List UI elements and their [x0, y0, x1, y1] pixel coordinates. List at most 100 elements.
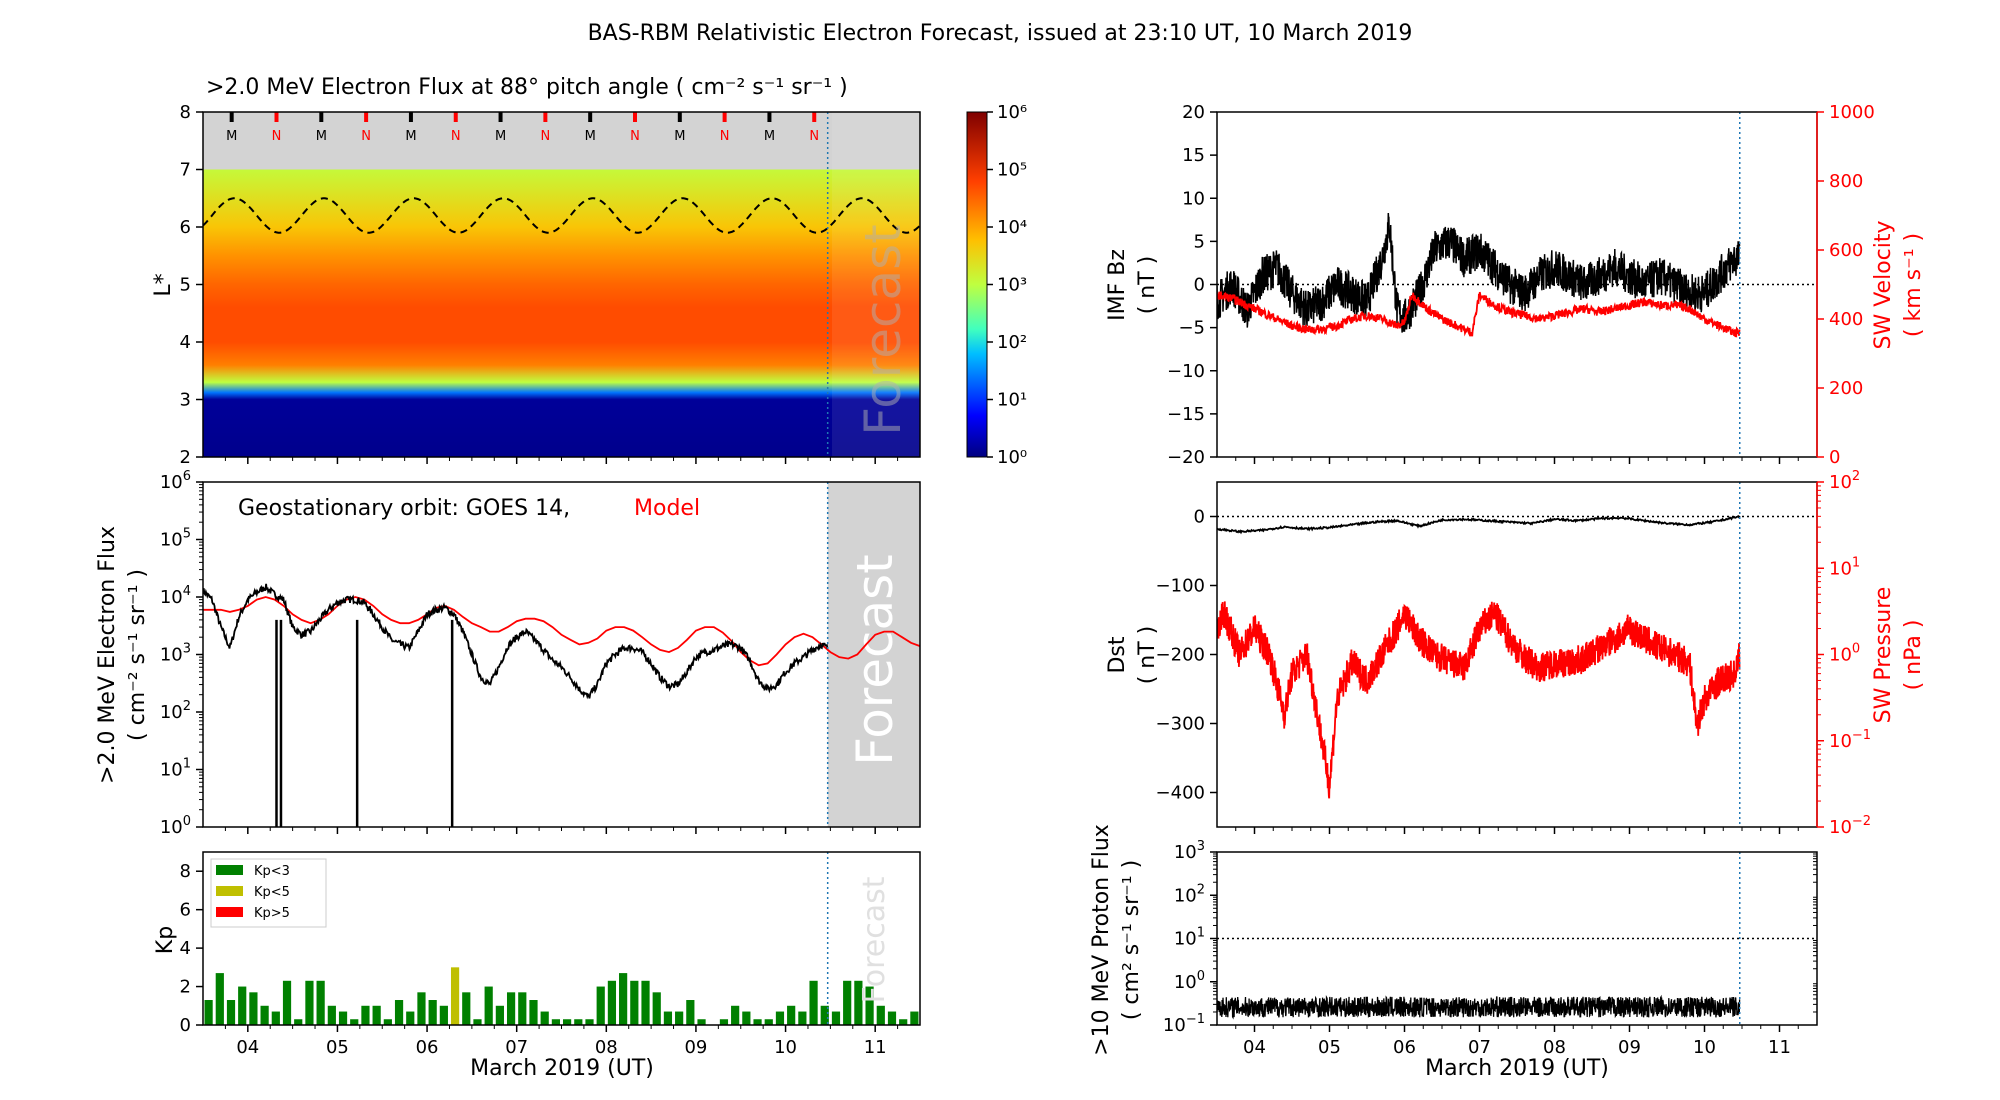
- y-tick-label: 6: [180, 217, 191, 238]
- imf-y2-axis: 0 200 400 600 800 1000: [1817, 102, 1875, 468]
- figure-title: BAS-RBM Relativistic Electron Forecast, …: [588, 21, 1413, 46]
- x-tick-label-11: 11: [1768, 1037, 1791, 1058]
- orbit-label-N: N: [809, 129, 819, 144]
- proton-ylabel-units: ( cm² s⁻¹ sr⁻¹ ): [1119, 860, 1144, 1020]
- y-tick-label: 2: [180, 447, 191, 468]
- orbit-label-N: N: [272, 129, 282, 144]
- kp-bar: [652, 992, 661, 1025]
- imf-x-axis: [1235, 457, 1799, 464]
- y-tick-label: 5: [1194, 231, 1205, 252]
- kp-bar: [585, 1019, 594, 1025]
- kp-bar: [820, 1005, 829, 1025]
- kp-bar: [439, 1005, 448, 1025]
- geo-x-axis: [224, 827, 899, 834]
- kp-bar: [462, 992, 471, 1025]
- x-tick-label-06: 06: [1393, 1037, 1416, 1058]
- x-tick-label-10: 10: [1693, 1037, 1716, 1058]
- y2-tick-label: 10−1: [1829, 728, 1871, 752]
- y-tick-label: 100: [1174, 969, 1205, 993]
- kp-bar: [417, 992, 426, 1025]
- geo-forecast-label: Forecast: [846, 554, 904, 766]
- kp-bar: [663, 1011, 673, 1025]
- kp-ylabel: Kp: [153, 926, 178, 954]
- kp-bar: [350, 1019, 359, 1025]
- y-tick-label: −300: [1156, 714, 1205, 735]
- kp-bar: [809, 980, 818, 1025]
- kp-bar: [775, 1011, 785, 1025]
- kp-bar: [787, 1005, 796, 1025]
- kp-bar: [215, 973, 224, 1025]
- drift-shell-boundary: [203, 197, 920, 234]
- geo-flux-panel: Forecast Geostationary orbit: GOES 14, M…: [95, 469, 921, 838]
- legend-swatch-kp5plus: [216, 907, 243, 917]
- x-tick-label-09: 09: [684, 1037, 707, 1058]
- series-sw-velocity: [1217, 291, 1741, 338]
- colorbar-tick-label: 10²: [997, 332, 1027, 353]
- y-tick-label: 0: [1194, 275, 1205, 296]
- y-tick-label: 10: [1182, 188, 1205, 209]
- y-tick-label: 4: [180, 938, 191, 959]
- flux-map-forecast-label: Forecast: [854, 224, 912, 436]
- kp-bar: [249, 992, 258, 1025]
- imf-y-axis: −20 −15 −10 −5 0 5 10 15 20: [1167, 102, 1217, 468]
- x-tick-label-07: 07: [1468, 1037, 1491, 1058]
- orbit-label-M: M: [674, 129, 685, 144]
- legend-kp5: Kp<5: [254, 885, 290, 900]
- dst-y2label-units: ( nPa ): [1901, 620, 1926, 691]
- y-tick-label: −15: [1167, 404, 1205, 425]
- kp-bar: [282, 980, 292, 1025]
- y-tick-label: 104: [160, 584, 191, 608]
- flux-map-y-axis: 2 3 4 5 6 7 8: [180, 102, 203, 468]
- y-tick-label: 106: [160, 469, 191, 493]
- y-tick-label: 2: [180, 977, 191, 998]
- y2-tick-label: 400: [1829, 309, 1863, 330]
- y-tick-label: 105: [160, 527, 191, 551]
- x-tick-label-08: 08: [595, 1037, 618, 1058]
- colorbar-tick-label: 10¹: [997, 390, 1027, 411]
- legend-kp5plus: Kp>5: [254, 906, 290, 921]
- y-tick-label: 0: [180, 1015, 191, 1036]
- y-tick-label: 8: [180, 102, 191, 123]
- flux-map-panel: >2.0 MeV Electron Flux at 88° pitch angl…: [151, 75, 921, 468]
- kp-bar: [731, 1005, 740, 1025]
- kp-bar: [899, 1019, 908, 1025]
- imf-panel: −20 −15 −10 −5 0 5 10 15 20 0 200 400 600 800 1000 IM…: [1105, 102, 1926, 468]
- flux-map-title: >2.0 MeV Electron Flux at 88° pitch angl…: [206, 75, 848, 100]
- y-tick-label: 101: [160, 757, 191, 781]
- left-xlabel: March 2019 (UT): [470, 1056, 654, 1081]
- y2-tick-label: 800: [1829, 171, 1863, 192]
- kp-bar: [551, 1019, 560, 1025]
- x-tick-label-05: 05: [1318, 1037, 1341, 1058]
- x-tick-label-04: 04: [1243, 1037, 1266, 1058]
- goes-dropouts: [275, 619, 454, 827]
- orbit-label-N: N: [361, 129, 371, 144]
- kp-bar: [764, 1019, 773, 1025]
- kp-bar: [305, 980, 314, 1025]
- kp-bar: [607, 980, 617, 1025]
- kp-bar: [294, 1019, 303, 1025]
- kp-bar: [887, 1011, 897, 1025]
- orbit-label-N: N: [720, 129, 730, 144]
- geo-ylabel: >2.0 MeV Electron Flux: [95, 526, 120, 784]
- orbit-label-M: M: [495, 129, 506, 144]
- legend-swatch-kp5: [216, 886, 243, 896]
- kp-bar: [204, 1000, 213, 1025]
- y-tick-label: −10: [1167, 361, 1205, 382]
- kp-bar: [641, 980, 650, 1025]
- kp-bar: [518, 992, 527, 1025]
- x-tick-label-11: 11: [864, 1037, 887, 1058]
- kp-bars: [204, 967, 919, 1025]
- dst-y2label: SW Pressure: [1871, 587, 1896, 724]
- legend-swatch-kp3: [216, 865, 243, 875]
- dst-ylabel-units: ( nT ): [1135, 626, 1160, 685]
- kp-bar: [574, 1019, 583, 1025]
- kp-bar: [843, 980, 852, 1025]
- colorbar-tick-label: 10³: [997, 275, 1027, 296]
- imf-y2label: SW Velocity: [1871, 220, 1896, 349]
- kp-bar: [563, 1019, 572, 1025]
- y-tick-label: −5: [1178, 318, 1205, 339]
- kp-bar: [394, 1000, 404, 1025]
- kp-bar: [338, 1011, 348, 1025]
